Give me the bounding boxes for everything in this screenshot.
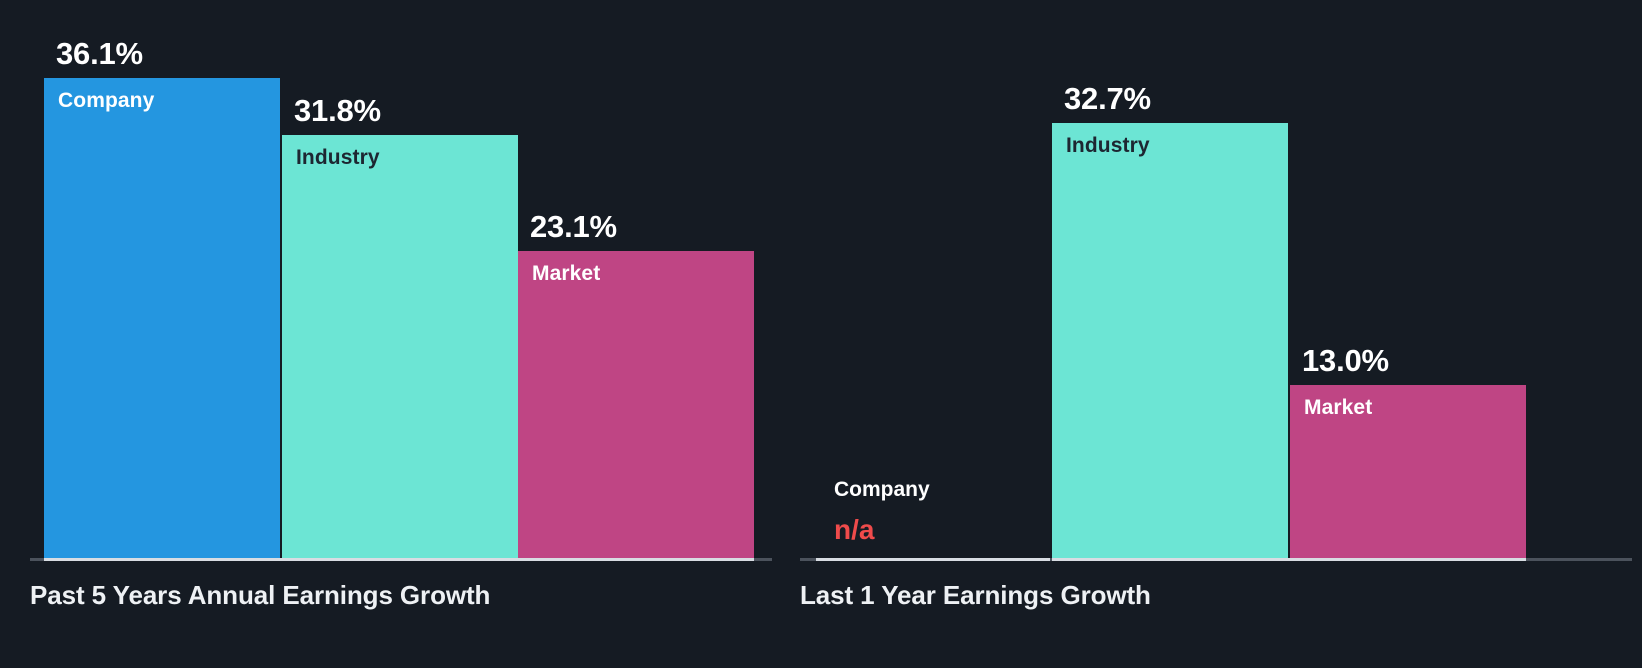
bar-slot-market[interactable]: 13.0% Market [1290,343,1526,558]
bar-company[interactable]: Company [44,78,280,558]
bar-value-industry: 31.8% [294,93,381,128]
bar-label-market: Market [532,262,601,285]
chart-title-last-1-year: Last 1 Year Earnings Growth [800,580,1151,610]
bar-label-industry: Industry [296,146,380,169]
bar-slot-industry[interactable]: 32.7% Industry [1052,81,1288,558]
bar-value-company: 36.1% [56,36,143,71]
bar-label-company: Company [58,89,155,112]
bar-slot-company[interactable]: 36.1% Company [44,36,280,558]
plot-area-last-1-year: Company n/a 32.7% Industry 13.0% Market [790,0,1642,558]
bar-industry[interactable]: Industry [1052,123,1288,558]
bar-value-company-na: n/a [834,514,875,545]
bar-value-market: 23.1% [530,209,617,244]
plot-area-past-5-years: 36.1% Company 31.8% Industry 23.1% Marke… [0,0,790,558]
chart-title-past-5-years: Past 5 Years Annual Earnings Growth [30,580,491,610]
bar-market[interactable]: Market [1290,385,1526,558]
bar-label-company-na: Company [834,478,930,501]
bar-slot-industry[interactable]: 31.8% Industry [282,93,518,558]
bar-value-industry: 32.7% [1064,81,1151,116]
chart-panel-last-1-year: Company n/a 32.7% Industry 13.0% Market … [790,0,1642,668]
axis-line-bright-last-1-year-bars [1052,558,1526,561]
bar-market[interactable]: Market [518,251,754,558]
bar-label-industry: Industry [1066,134,1150,157]
axis-line-bright-last-1-year-company [816,558,1050,561]
chart-panel-past-5-years: 36.1% Company 31.8% Industry 23.1% Marke… [0,0,790,668]
bar-label-market: Market [1304,396,1373,419]
bar-slot-market[interactable]: 23.1% Market [518,209,754,558]
bar-industry[interactable]: Industry [282,135,518,558]
axis-line-bright-past-5-years [44,558,754,561]
bar-slot-company-na[interactable]: Company n/a [800,438,1050,558]
bar-value-market: 13.0% [1302,343,1389,378]
